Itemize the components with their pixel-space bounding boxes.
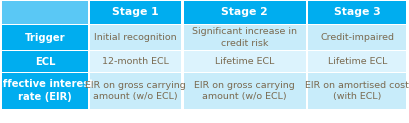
Bar [2,51,88,72]
Text: EIR on amortised cost
(with ECL): EIR on amortised cost (with ECL) [306,81,409,101]
Text: EIR on gross carrying
amount (w/o ECL): EIR on gross carrying amount (w/o ECL) [194,81,295,101]
Text: 12-month ECL: 12-month ECL [102,57,169,66]
Text: Effective interest
rate (EIR): Effective interest rate (EIR) [0,79,94,102]
Bar [184,73,306,109]
Bar [308,1,406,24]
Text: EIR on gross carrying
amount (w/o ECL): EIR on gross carrying amount (w/o ECL) [85,81,186,101]
Bar [184,1,306,24]
Bar [2,1,88,24]
Bar [2,73,88,109]
Text: Trigger: Trigger [25,33,65,43]
Bar [90,73,181,109]
Bar [90,51,181,72]
Bar [90,25,181,50]
Text: Lifetime ECL: Lifetime ECL [328,57,387,66]
Text: ECL: ECL [35,57,56,67]
Text: Lifetime ECL: Lifetime ECL [215,57,274,66]
Bar [2,25,88,50]
Text: Significant increase in
credit risk: Significant increase in credit risk [192,27,297,48]
Bar [184,51,306,72]
Text: Initial recognition: Initial recognition [94,33,177,42]
Text: Credit-impaired: Credit-impaired [320,33,394,42]
Bar [308,25,406,50]
Bar [308,73,406,109]
Text: Stage 3: Stage 3 [334,7,381,17]
Text: Stage 2: Stage 2 [221,7,268,17]
Bar [90,1,181,24]
Text: Stage 1: Stage 1 [112,7,159,17]
Bar [308,51,406,72]
Bar [184,25,306,50]
